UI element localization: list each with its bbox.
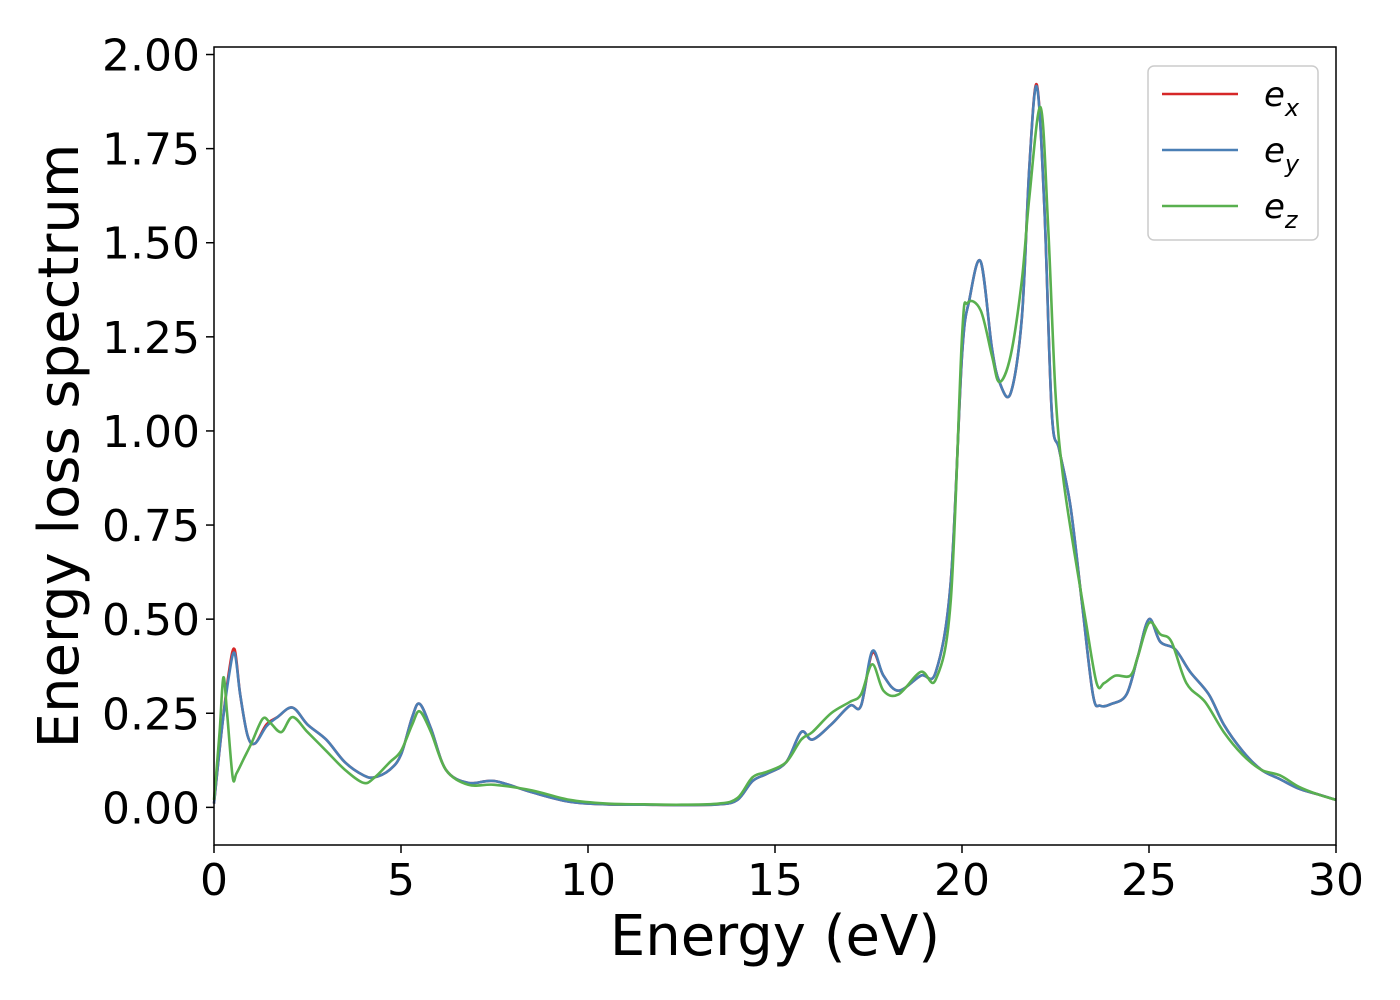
legend-label-base: e	[1264, 131, 1285, 171]
x-tick-label: 30	[1308, 855, 1364, 906]
y-axis-title: Energy loss spectrum	[27, 144, 92, 749]
legend-label-base: e	[1264, 187, 1285, 227]
legend-label-subscript: x	[1284, 94, 1300, 122]
legend-label-z: ez	[1264, 187, 1299, 234]
y-tick-label: 1.50	[102, 219, 200, 270]
x-tick-label: 5	[387, 855, 415, 906]
legend-label-y: ey	[1264, 131, 1300, 178]
y-tick-label: 1.75	[102, 125, 200, 176]
series-layer	[212, 83, 1337, 807]
x-tick-label: 25	[1121, 855, 1177, 906]
x-axis-title: Energy (eV)	[610, 904, 940, 969]
legend-label-subscript: y	[1284, 150, 1300, 178]
x-tick-label: 20	[934, 855, 990, 906]
x-tick-label: 15	[747, 855, 803, 906]
legend-label-subscript: z	[1284, 206, 1299, 234]
y-tick-label: 1.25	[102, 313, 200, 364]
x-tick-label: 0	[200, 855, 228, 906]
y-tick-label: 1.00	[102, 407, 200, 458]
y-tick-label: 0.50	[102, 595, 200, 646]
y-tick-label: 0.25	[102, 689, 200, 740]
ticks-layer: 0 5 10 15 20 25 30 0.00 0.25 0.50 0.75 1.00 1.25 1.50…	[102, 31, 1364, 906]
legend-label-x: ex	[1264, 75, 1300, 122]
y-tick-label: 0.00	[102, 783, 200, 834]
series-line-y	[212, 84, 1337, 807]
x-tick-label: 10	[560, 855, 616, 906]
legend-box	[1147, 65, 1319, 241]
y-tick-label: 2.00	[102, 31, 200, 82]
series-line-z	[212, 105, 1337, 807]
legend-label-base: e	[1264, 75, 1285, 115]
y-tick-label: 0.75	[102, 501, 200, 552]
